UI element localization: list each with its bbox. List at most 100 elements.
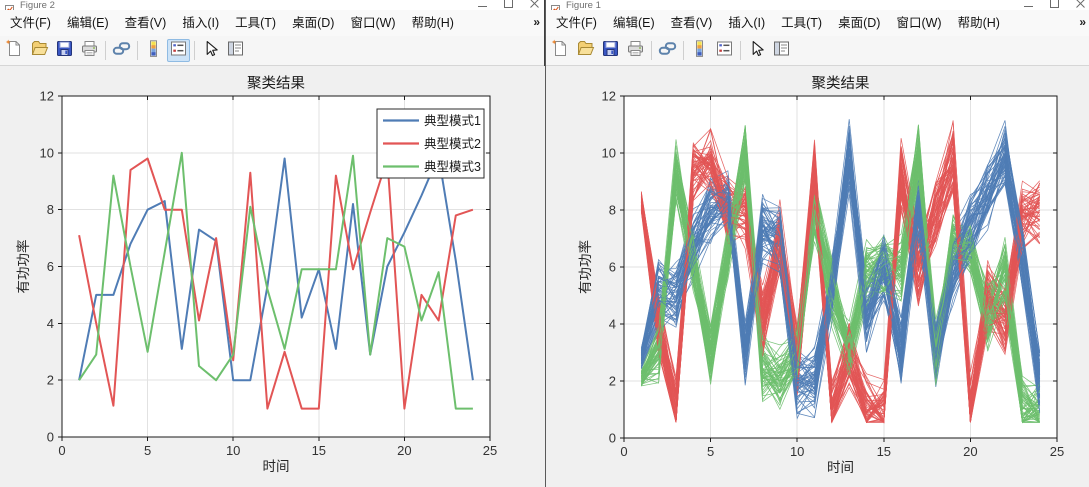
menu-item-8[interactable]: 帮助(H)	[957, 16, 1000, 30]
data-lines	[640, 119, 1041, 424]
new-figure-button[interactable]	[3, 39, 26, 62]
figure-toolbar	[546, 36, 1089, 66]
menu-item-2[interactable]: 编辑(E)	[66, 16, 109, 30]
figure-toolbar	[0, 36, 544, 66]
insert-legend-button[interactable]	[713, 39, 736, 62]
x-axis-label: 时间	[827, 460, 854, 475]
link-plot-icon	[658, 39, 677, 63]
series-line-3	[78, 151, 473, 410]
open-file-icon	[30, 39, 49, 63]
menu-item-2[interactable]: 编辑(E)	[612, 16, 655, 30]
maximize-button[interactable]	[1048, 0, 1060, 9]
print-figure-button[interactable]	[624, 39, 647, 62]
cluster-member-line	[640, 156, 1040, 423]
menu-item-3[interactable]: 查看(V)	[670, 16, 713, 30]
window-controls	[1022, 0, 1086, 9]
legend-label-3: 典型模式3	[424, 160, 481, 174]
save-figure-button[interactable]	[599, 39, 622, 62]
open-file-button[interactable]	[28, 39, 51, 62]
x-tick-label: 20	[963, 444, 977, 459]
minimize-button[interactable]	[476, 0, 488, 9]
x-tick-label: 0	[58, 443, 65, 458]
y-tick-label: 6	[47, 259, 54, 274]
title-bar[interactable]: Figure 1	[546, 0, 1089, 10]
cluster-member-line	[640, 148, 1040, 423]
x-tick-label: 15	[312, 443, 326, 458]
minimize-button[interactable]	[1022, 0, 1034, 9]
tick-labels: 0 5 10 15 20 25 0 2 4 6 8 10 12	[602, 89, 1065, 460]
insert-legend-icon	[169, 39, 188, 63]
property-inspector-button[interactable]	[770, 39, 793, 62]
menu-item-7[interactable]: 窗口(W)	[896, 16, 942, 30]
edit-plot-button[interactable]	[199, 39, 222, 62]
menu-item-7[interactable]: 窗口(W)	[350, 16, 396, 30]
menu-overflow-chevron[interactable]: »	[533, 15, 540, 29]
insert-legend-button[interactable]	[167, 39, 190, 62]
y-tick-label: 4	[609, 317, 616, 332]
edit-plot-button[interactable]	[745, 39, 768, 62]
menu-item-8[interactable]: 帮助(H)	[411, 16, 454, 30]
menu-item-5[interactable]: 工具(T)	[781, 16, 823, 30]
menu-item-6[interactable]: 桌面(D)	[292, 16, 335, 30]
cluster-member-line	[640, 158, 1041, 412]
menu-item-1[interactable]: 文件(F)	[10, 16, 51, 30]
matlab-figure-icon	[551, 1, 560, 10]
x-tick-label: 25	[483, 443, 497, 458]
toolbar-separator	[137, 41, 138, 60]
property-inspector-button[interactable]	[224, 39, 247, 62]
cluster-member-line	[640, 129, 1041, 384]
menu-item-4[interactable]: 插入(I)	[182, 16, 220, 30]
close-button[interactable]	[528, 0, 540, 9]
toolbar-separator	[105, 41, 106, 60]
series-line-1	[78, 154, 474, 382]
figure-window-1: Figure 1 文件(F) 编辑(E) 查看(V) 插入(I) 工具(T) 桌面(D) 窗…	[545, 0, 1089, 487]
insert-colorbar-button[interactable]	[142, 39, 165, 62]
y-axis-label: 有功功率	[15, 240, 31, 294]
window-controls	[476, 0, 540, 9]
x-tick-label: 10	[790, 444, 804, 459]
insert-colorbar-button[interactable]	[688, 39, 711, 62]
menu-item-6[interactable]: 桌面(D)	[838, 16, 881, 30]
menu-item-5[interactable]: 工具(T)	[235, 16, 277, 30]
cluster-member-line	[640, 148, 1040, 423]
figure-canvas: 0 5 10 15 20 25024681012聚类结果时间有功功率典型模式1典型模式2典…	[15, 75, 497, 474]
insert-legend-icon	[715, 39, 734, 63]
y-axis-label: 有功功率	[577, 240, 593, 294]
x-tick-label: 5	[707, 444, 714, 459]
link-plot-button[interactable]	[656, 39, 679, 62]
tick-marks	[58, 95, 491, 441]
cluster-member-line	[640, 120, 1040, 409]
title-bar[interactable]: Figure 2	[0, 0, 544, 10]
toolbar-separator	[194, 41, 195, 60]
menu-overflow-chevron[interactable]: »	[1079, 15, 1086, 29]
insert-colorbar-icon	[690, 39, 709, 63]
link-plot-button[interactable]	[110, 39, 133, 62]
save-figure-button[interactable]	[53, 39, 76, 62]
legend-label-2: 典型模式2	[424, 137, 481, 151]
figure-canvas-area: 0 5 10 15 20 25 0 2 4 6 8 10 12 聚类结果 时间 有功功率	[546, 66, 1089, 487]
legend[interactable]: 典型模式1 典型模式2 典型模式3	[376, 108, 485, 179]
close-button[interactable]	[1074, 0, 1086, 9]
cluster-member-line	[640, 140, 1040, 412]
new-figure-button[interactable]	[549, 39, 572, 62]
x-tick-label: 15	[877, 444, 891, 459]
figure-window-2: Figure 2 文件(F) 编辑(E) 查看(V) 插入(I) 工具(T) 桌面(D) 窗…	[0, 0, 545, 487]
new-figure-icon	[5, 39, 24, 63]
tick-marks	[620, 95, 1058, 442]
menu-item-3[interactable]: 查看(V)	[124, 16, 167, 30]
cluster-member-line	[640, 155, 1041, 423]
cluster-member-line	[640, 156, 1040, 423]
new-figure-icon	[551, 39, 570, 63]
open-file-button[interactable]	[574, 39, 597, 62]
print-figure-button[interactable]	[78, 39, 101, 62]
menu-bar: 文件(F) 编辑(E) 查看(V) 插入(I) 工具(T) 桌面(D) 窗口(W) 帮助(H)…	[0, 10, 544, 36]
y-tick-label: 8	[609, 203, 616, 218]
menu-item-1[interactable]: 文件(F)	[556, 16, 597, 30]
property-inspector-icon	[226, 39, 245, 63]
x-tick-label: 0	[620, 444, 627, 459]
cluster-member-line	[640, 132, 1041, 379]
series-line-2	[78, 157, 474, 410]
maximize-button[interactable]	[502, 0, 514, 9]
print-figure-icon	[626, 39, 645, 63]
menu-item-4[interactable]: 插入(I)	[728, 16, 766, 30]
